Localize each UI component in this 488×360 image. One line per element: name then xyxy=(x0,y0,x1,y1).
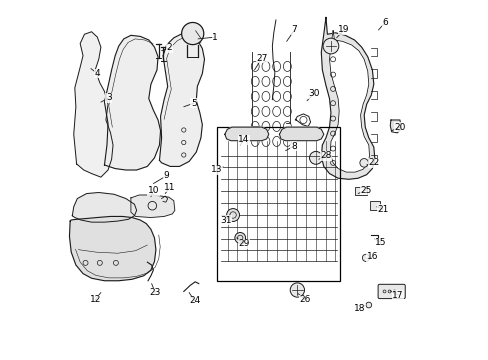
Bar xyxy=(354,187,366,195)
Text: 11: 11 xyxy=(164,183,176,192)
Text: 6: 6 xyxy=(382,18,387,27)
Text: 14: 14 xyxy=(238,135,249,144)
Text: 12: 12 xyxy=(89,295,101,304)
Text: 2: 2 xyxy=(166,43,172,52)
Circle shape xyxy=(234,233,245,243)
Text: 25: 25 xyxy=(360,185,371,194)
Polygon shape xyxy=(224,127,268,141)
Circle shape xyxy=(365,302,371,308)
Polygon shape xyxy=(72,193,136,222)
Circle shape xyxy=(290,283,304,297)
Polygon shape xyxy=(159,34,204,166)
Text: 1: 1 xyxy=(212,33,218,42)
Polygon shape xyxy=(329,31,369,172)
Text: 21: 21 xyxy=(377,205,388,214)
Text: 5: 5 xyxy=(190,99,196,108)
Circle shape xyxy=(323,38,338,54)
Text: 29: 29 xyxy=(238,239,249,248)
Circle shape xyxy=(362,254,369,261)
Polygon shape xyxy=(104,35,160,170)
Text: 28: 28 xyxy=(320,151,331,160)
Polygon shape xyxy=(389,120,401,133)
Text: 30: 30 xyxy=(308,89,319,98)
Text: 9: 9 xyxy=(163,171,169,180)
Text: 4: 4 xyxy=(94,69,100,78)
Circle shape xyxy=(359,158,367,167)
Polygon shape xyxy=(321,18,374,179)
Bar xyxy=(216,127,340,281)
Text: 24: 24 xyxy=(188,296,200,305)
Text: 8: 8 xyxy=(290,141,296,150)
Ellipse shape xyxy=(181,22,203,45)
Text: 13: 13 xyxy=(210,166,222,175)
Bar xyxy=(369,202,380,210)
Polygon shape xyxy=(69,216,156,281)
Circle shape xyxy=(309,152,322,164)
Text: 10: 10 xyxy=(147,186,159,195)
Text: 20: 20 xyxy=(393,123,405,132)
FancyBboxPatch shape xyxy=(377,284,405,298)
Polygon shape xyxy=(279,127,323,141)
Polygon shape xyxy=(74,32,113,177)
Text: 3: 3 xyxy=(106,93,111,102)
Polygon shape xyxy=(131,195,175,217)
Text: 15: 15 xyxy=(374,238,386,247)
Text: 18: 18 xyxy=(353,304,365,313)
Text: 22: 22 xyxy=(367,158,379,167)
Text: 26: 26 xyxy=(299,295,310,304)
Text: 27: 27 xyxy=(255,54,267,63)
Text: 7: 7 xyxy=(291,26,297,35)
Text: 16: 16 xyxy=(366,252,377,261)
Text: 23: 23 xyxy=(149,288,161,297)
Text: 31: 31 xyxy=(220,216,231,225)
Text: 19: 19 xyxy=(337,26,349,35)
Text: 17: 17 xyxy=(391,291,403,300)
Circle shape xyxy=(226,208,239,221)
